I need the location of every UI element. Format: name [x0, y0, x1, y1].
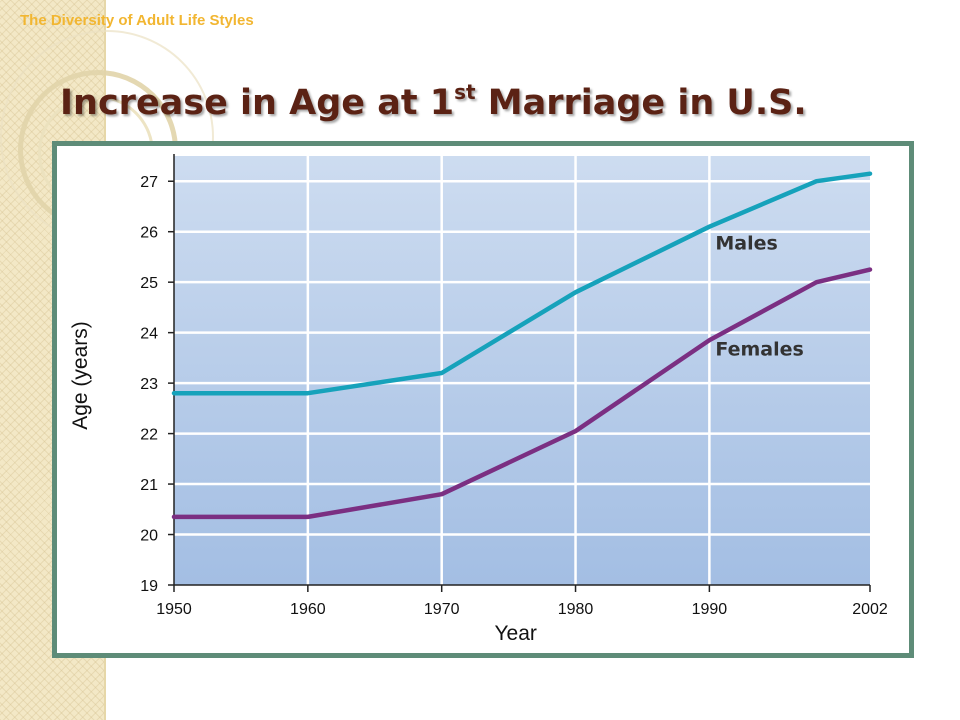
series-line-females [171, 267, 873, 520]
x-tick-label: 1960 [290, 601, 326, 618]
labels: Age (years) Year Males Females [69, 232, 804, 645]
y-tick-label: 21 [140, 477, 158, 494]
y-tick-label: 24 [140, 326, 158, 343]
title-main: Increase in Age at 1 [60, 83, 455, 123]
chart-frame: 19 20 21 22 23 24 25 26 27 1950 1960 1970 1980 1990 20… [52, 141, 914, 658]
y-axis-label: Age (years) [69, 321, 92, 430]
x-tick-label: 1970 [424, 601, 460, 618]
y-tick-label: 22 [140, 427, 158, 444]
slide-title: Increase in Age at 1st Marriage in U.S. [60, 80, 807, 123]
x-tick-label: 2002 [852, 601, 888, 618]
y-tick-label: 27 [140, 174, 158, 191]
series-label-females: Females [715, 338, 803, 360]
plot-area [174, 156, 870, 585]
series [171, 171, 873, 520]
x-tick-label: 1990 [692, 601, 728, 618]
y-tick-label: 20 [140, 528, 158, 545]
x-tick-label: 1980 [558, 601, 594, 618]
x-tick-label: 1950 [156, 601, 192, 618]
line-chart: 19 20 21 22 23 24 25 26 27 1950 1960 1970 1980 1990 20… [69, 154, 888, 645]
title-end: Marriage in U.S. [475, 83, 807, 123]
title-superscript: st [454, 80, 476, 104]
y-tick-label: 25 [140, 275, 158, 292]
axes: 19 20 21 22 23 24 25 26 27 1950 1960 1970 1980 1990 20… [140, 154, 888, 618]
x-axis-label: Year [494, 622, 536, 645]
series-label-males: Males [715, 232, 777, 254]
y-tick-label: 26 [140, 225, 158, 242]
slide-subtitle: The Diversity of Adult Life Styles [20, 12, 254, 29]
series-line-males [171, 171, 873, 396]
y-tick-label: 19 [140, 578, 158, 595]
y-tick-label: 23 [140, 376, 158, 393]
grid [174, 156, 870, 585]
